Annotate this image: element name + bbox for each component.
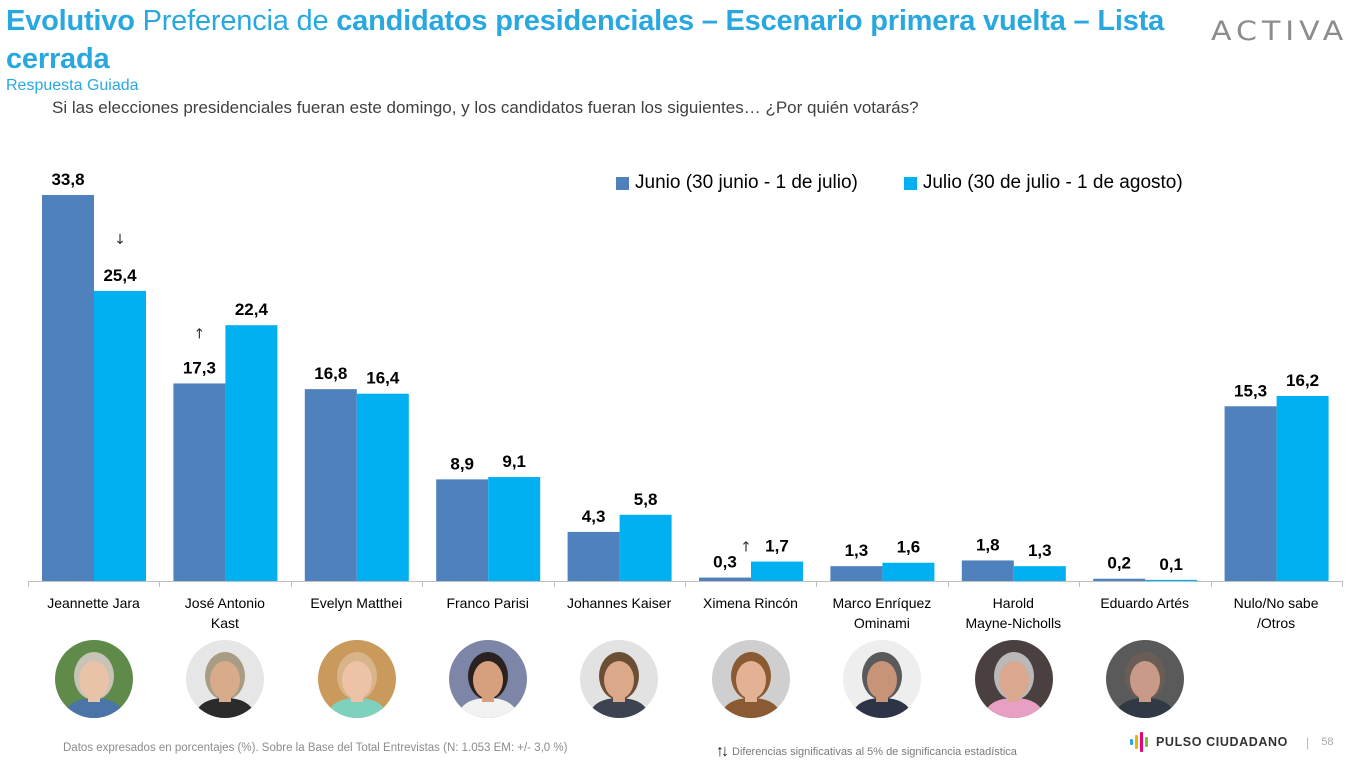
page-title: Evolutivo Preferencia de candidatos pres…	[6, 2, 1176, 78]
candidate-portrait	[448, 640, 527, 718]
footer-note: Datos expresados en porcentajes (%). Sob…	[63, 742, 568, 754]
bar-junio	[42, 195, 94, 581]
portrait-icon	[456, 652, 519, 718]
category-label: José Antonio Kast	[184, 595, 265, 631]
bar-junio	[699, 577, 751, 581]
data-label: 9,1	[502, 452, 526, 471]
arrow-up-icon: ↑	[740, 540, 752, 556]
legend-item-julio: Julio (30 de julio - 1 de agosto)	[903, 172, 1183, 194]
category-label: Franco Parisi	[446, 595, 529, 611]
pulso-ciudadano-brand: PULSO CIUDADANO | 58	[1130, 731, 1334, 753]
data-label: 0,1	[1159, 555, 1183, 574]
significance-arrows-icon: ↑↓	[716, 743, 729, 760]
candidate-portrait	[317, 640, 396, 718]
bar-junio	[961, 560, 1014, 581]
brand-separator: |	[1305, 734, 1310, 750]
data-label: 0,2	[1107, 554, 1131, 573]
category-label: Ximena Rincón	[703, 595, 798, 611]
bar-julio	[1276, 395, 1329, 581]
candidate-portrait	[580, 640, 659, 718]
data-label: 1,7	[765, 537, 789, 556]
category-label: Eduardo Artés	[1100, 595, 1190, 611]
data-label: 15,3	[1234, 381, 1267, 400]
candidate-portrait	[843, 640, 922, 718]
data-label: 5,8	[634, 490, 658, 509]
bar-junio	[1224, 406, 1277, 581]
candidate-portrait	[54, 640, 133, 718]
data-label: 16,2	[1286, 371, 1319, 390]
significance-text: Diferencias significativas al 5% de sign…	[732, 746, 1017, 758]
portrait-icon	[982, 652, 1045, 718]
candidate-portrait	[974, 640, 1053, 718]
subtitle: Respuesta Guiada	[6, 77, 139, 94]
data-label: 25,4	[103, 266, 137, 285]
page-number: 58	[1321, 736, 1334, 748]
significance-legend: ↑↓ Diferencias significativas al 5% de s…	[716, 743, 1017, 761]
data-label: 1,3	[1028, 541, 1052, 560]
category-label: Evelyn Matthei	[310, 595, 403, 611]
bar-julio	[619, 514, 672, 581]
title-bold-1: Evolutivo	[6, 5, 135, 37]
portrait-icon	[851, 652, 914, 718]
legend-item-junio: Junio (30 junio - 1 de julio)	[616, 172, 858, 194]
bar-julio	[356, 393, 409, 581]
bar-julio	[1013, 566, 1066, 581]
legend-label-junio: Junio (30 junio - 1 de julio)	[635, 172, 858, 193]
category-label: Nulo/No sabe/Otros	[1233, 595, 1319, 631]
bar-julio	[751, 561, 803, 581]
data-label: 1,8	[976, 535, 1000, 554]
data-label: 1,6	[897, 538, 921, 557]
bar-junio	[567, 531, 620, 581]
chart-legend: Junio (30 junio - 1 de julio) Julio (30 …	[616, 172, 1183, 194]
candidate-portrait	[186, 640, 265, 718]
bar-julio	[488, 477, 541, 581]
arrow-up-icon: ↑	[194, 326, 206, 342]
data-label: 22,4	[235, 300, 269, 319]
data-label: 33,8	[51, 170, 84, 189]
bar-junio	[173, 383, 226, 581]
bar-julio	[882, 562, 935, 581]
bar-julio	[225, 325, 278, 581]
data-label: 4,3	[582, 507, 606, 526]
portrait-icon	[62, 652, 125, 718]
data-label: 17,3	[183, 358, 216, 377]
portrait-icon	[588, 652, 651, 718]
activa-logo: ACTIVA	[1211, 15, 1349, 48]
title-light: Preferencia de	[134, 5, 337, 37]
data-label: 16,4	[366, 369, 400, 388]
category-label: Johannes Kaiser	[566, 595, 672, 611]
data-label: 1,3	[845, 541, 869, 560]
title-bold-2: candidatos presidenciales – Escenario pr…	[6, 5, 1165, 75]
arrow-down-icon: ↓	[114, 232, 126, 248]
bar-junio	[436, 479, 489, 581]
brand-name: PULSO CIUDADANO	[1156, 735, 1288, 749]
data-label: 8,9	[450, 454, 474, 473]
data-label: 16,8	[314, 364, 347, 383]
legend-label-julio: Julio (30 de julio - 1 de agosto)	[922, 172, 1183, 193]
category-label: Jeannette Jara	[47, 595, 140, 611]
bar-junio	[830, 566, 883, 581]
legend-swatch-julio	[903, 176, 917, 190]
legend-swatch-junio	[616, 176, 629, 190]
portrait-icon	[325, 652, 388, 718]
bar-julio	[1145, 579, 1198, 581]
candidate-portrait	[711, 640, 790, 718]
bar-chart: 33,8 25,4 17,3 22,4 16,8 16,4 8,9 9,1 4,3 5,8 0,3 1…	[28, 170, 1343, 587]
bar-junio	[304, 389, 357, 581]
category-label: Harold Mayne-Nicholls	[965, 595, 1062, 631]
portrait-icon	[719, 652, 782, 718]
portrait-icon	[194, 652, 257, 718]
bar-junio	[1093, 578, 1146, 581]
candidate-portrait	[1105, 640, 1184, 718]
category-label: Marco Enríquez Ominami	[832, 595, 932, 631]
bar-julio	[94, 290, 146, 581]
data-label: 0,3	[713, 553, 737, 572]
pulso-logo-icon	[1130, 731, 1148, 753]
portrait-icon	[1113, 652, 1176, 718]
survey-question: Si las elecciones presidenciales fueran …	[52, 98, 919, 117]
